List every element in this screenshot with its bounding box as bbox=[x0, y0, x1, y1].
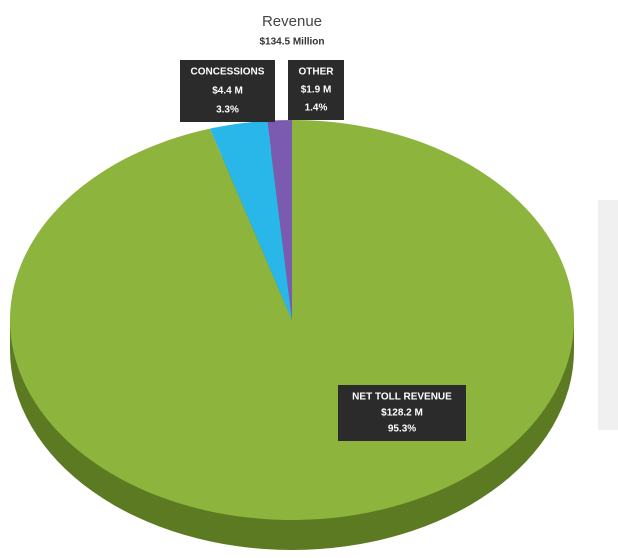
amount-label: $4.4 M bbox=[212, 86, 243, 97]
amount-label: $128.2 M bbox=[381, 408, 423, 419]
chart-title: Revenue bbox=[262, 13, 322, 30]
amount-label: $1.9 M bbox=[301, 85, 332, 96]
data-label: 3.3% bbox=[216, 105, 239, 116]
panel-edge bbox=[598, 200, 618, 430]
category-label: NET TOLL REVENUE bbox=[352, 392, 452, 403]
data-label-box bbox=[288, 60, 344, 120]
chart-subtitle: $134.5 Million bbox=[259, 37, 324, 48]
data-label-box bbox=[180, 60, 275, 122]
pie-slice bbox=[267, 120, 292, 320]
category-label: OTHER bbox=[299, 67, 335, 78]
data-label: 95.3% bbox=[388, 424, 416, 435]
data-label: 1.4% bbox=[305, 103, 328, 114]
data-label-box bbox=[338, 385, 466, 441]
pie-slice bbox=[209, 120, 292, 320]
category-label: CONCESSIONS bbox=[191, 67, 265, 78]
